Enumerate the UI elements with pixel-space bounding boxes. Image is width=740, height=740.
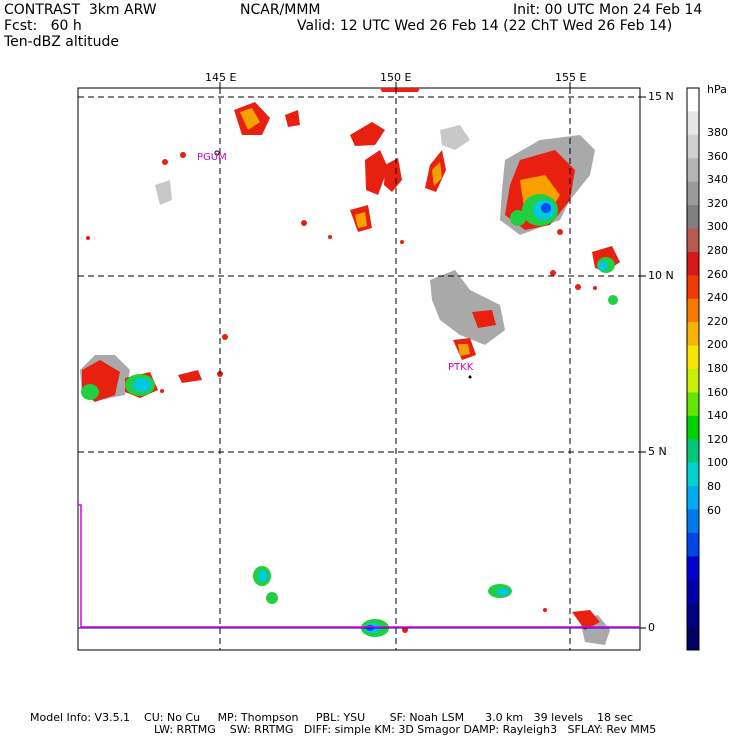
colorbar-tick-label: 380 <box>707 126 728 139</box>
lon-label-150: 150 E <box>380 71 412 84</box>
colorbar-tick-label: 100 <box>707 456 728 470</box>
colorbar-tick-label: 60 <box>707 503 721 517</box>
colorbar-swatch <box>687 228 699 253</box>
colorbar-swatch <box>687 298 699 323</box>
lon-label-155: 155 E <box>555 71 587 84</box>
colorbar-tick-label: 200 <box>707 338 728 352</box>
colorbar-swatch <box>687 439 699 464</box>
colorbar-swatch <box>687 392 699 417</box>
colorbar-tick-label: 260 <box>707 267 728 281</box>
model-title: CONTRAST 3km ARW <box>4 2 157 18</box>
colorbar-swatch <box>687 345 699 370</box>
colorbar-swatch <box>687 462 699 487</box>
footer-line-1: Model Info: V3.5.1 CU: No Cu MP: Thompso… <box>30 711 634 724</box>
org-label: NCAR/MMM <box>240 2 321 18</box>
colorbar-tick-label: 120 <box>707 432 728 446</box>
grid-lines <box>78 88 640 650</box>
footer-line-2: LW: RRTMG SW: RRTMG DIFF: simple KM: 3D … <box>154 723 657 736</box>
colorbar-swatch <box>687 251 699 276</box>
colorbar-tick-label: 300 <box>707 220 728 234</box>
lat-label-0: 0 <box>648 621 655 634</box>
colorbar-swatch <box>687 556 699 581</box>
lat-label-15n: 15 N <box>648 90 674 103</box>
colorbar-swatch <box>687 369 699 393</box>
cyan-echo-cores <box>133 200 608 633</box>
frame-ticks <box>219 82 646 629</box>
colorbar-tick-label: 340 <box>707 173 728 187</box>
colorbar-swatch <box>687 532 699 557</box>
field-name: Ten-dBZ altitude <box>4 34 119 50</box>
station-ptkk-label: PTKK <box>448 362 474 373</box>
colorbar-tick-label: 320 <box>707 196 728 210</box>
colorbar-swatch <box>687 626 699 651</box>
colorbar-swatch <box>687 111 699 136</box>
colorbar-tick-label: 220 <box>707 314 728 328</box>
station-pgum-label: PGUM <box>197 152 227 163</box>
forecast-hour: Fcst: 60 h <box>4 18 82 34</box>
station-pgum-marker <box>214 150 220 156</box>
lat-label-10n: 10 N <box>648 269 674 282</box>
colorbar-swatch <box>687 275 699 300</box>
domain-boundary <box>78 504 640 628</box>
colorbar-tick-label: 280 <box>707 244 728 257</box>
colorbar-tick-label: 180 <box>707 362 728 375</box>
lon-label-145: 145 E <box>205 71 237 84</box>
colorbar-swatches <box>687 88 699 651</box>
station-ptkk-marker <box>468 375 472 379</box>
colorbar-tick-label: 360 <box>707 149 728 163</box>
colorbar-swatch <box>687 88 699 112</box>
colorbar-swatch <box>687 509 699 534</box>
lat-label-5n: 5 N <box>648 445 667 458</box>
colorbar-frame <box>686 87 700 651</box>
colorbar-unit: hPa <box>707 83 727 96</box>
colorbar-tick-label: 160 <box>707 385 728 399</box>
colorbar-swatch <box>687 181 699 206</box>
colorbar-tick-label: 140 <box>707 409 728 423</box>
valid-time: Valid: 12 UTC Wed 26 Feb 14 (22 ChT Wed … <box>297 18 673 34</box>
colorbar-swatch <box>687 205 699 229</box>
colorbar-tick-label: 240 <box>707 291 728 305</box>
colorbar-swatch <box>687 158 699 183</box>
colorbar-tick-label: 80 <box>707 480 721 493</box>
colorbar-swatch <box>687 134 699 159</box>
colorbar-swatch <box>687 603 699 628</box>
colorbar-swatch <box>687 322 699 347</box>
colorbar-swatch <box>687 579 699 604</box>
colorbar-swatch <box>687 415 699 440</box>
init-time: Init: 00 UTC Mon 24 Feb 14 <box>513 2 703 18</box>
colorbar-swatch <box>687 486 699 510</box>
